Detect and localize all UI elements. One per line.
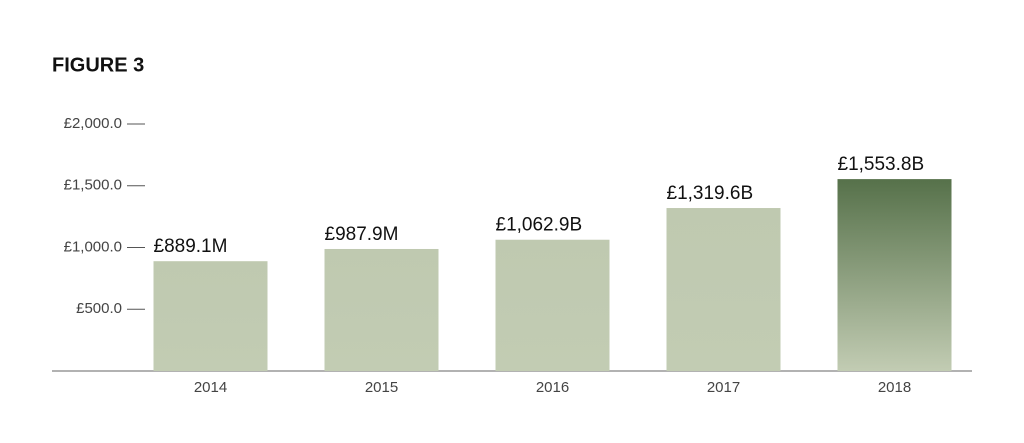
value-label: £1,319.6B [667,183,754,204]
x-tick-label: 2017 [707,379,740,396]
chart-title: FIGURE 3 [52,54,144,76]
y-tick-label: £1,000.0 [64,238,122,255]
value-label: £1,553.8B [838,154,925,175]
bar [324,248,439,371]
bar [495,239,610,371]
y-tick-label: £1,500.0 [64,177,122,194]
bar [837,179,952,371]
value-label: £987.9M [325,224,399,245]
x-tick-label: 2016 [536,379,569,396]
value-label: £889.1M [154,236,228,257]
x-tick-label: 2015 [365,379,398,396]
value-label: £1,062.9B [496,215,583,236]
y-tick-label: £2,000.0 [64,115,122,132]
x-tick-label: 2014 [194,379,227,396]
x-tick-label: 2018 [878,379,911,396]
y-tick-label: £500.0 [76,300,122,317]
bar [666,208,781,371]
bar [153,261,268,371]
